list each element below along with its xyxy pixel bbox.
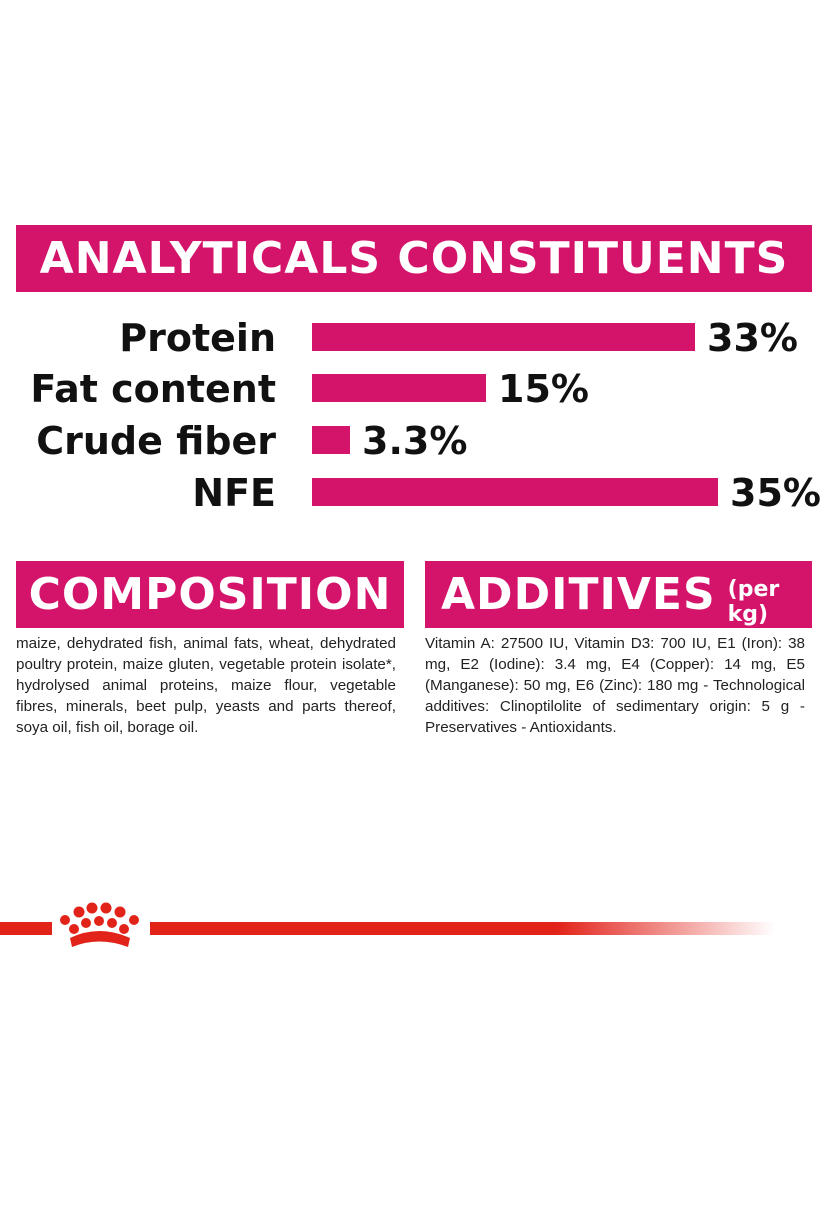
composition-banner: COMPOSITION [16, 561, 404, 628]
constituent-label-nfe: NFE [192, 471, 276, 515]
composition-title: COMPOSITION [28, 569, 392, 620]
constituent-value-fat: 15% [498, 367, 589, 411]
composition-text: maize, dehydrated fish, animal fats, whe… [16, 635, 396, 736]
additives-text: Vitamin A: 27500 IU, Vitamin D3: 700 IU,… [425, 635, 805, 736]
crown-icon [60, 902, 139, 947]
constituent-label-fiber: Crude fiber [36, 419, 276, 463]
analytical-constituents-title: ANALYTICALS CONSTITUENTS [39, 233, 789, 284]
analytical-constituents-banner: ANALYTICALS CONSTITUENTS [16, 225, 812, 292]
constituent-value-nfe: 35% [730, 471, 821, 515]
brand-rule-right [150, 922, 775, 935]
additives-title: ADDITIVES [441, 569, 716, 620]
constituent-bar-fiber [312, 426, 350, 454]
constituent-bar-protein [312, 323, 695, 351]
additives-banner: ADDITIVES (per kg) [425, 561, 812, 628]
constituent-value-protein: 33% [707, 316, 798, 360]
constituent-label-fat: Fat content [30, 367, 276, 411]
constituent-label-protein: Protein [119, 316, 276, 360]
constituent-bar-nfe [312, 478, 718, 506]
brand-rule-left [0, 922, 52, 935]
constituent-bar-fat [312, 374, 486, 402]
constituent-value-fiber: 3.3% [362, 419, 468, 463]
additives-subtitle: (per kg) [727, 576, 780, 627]
